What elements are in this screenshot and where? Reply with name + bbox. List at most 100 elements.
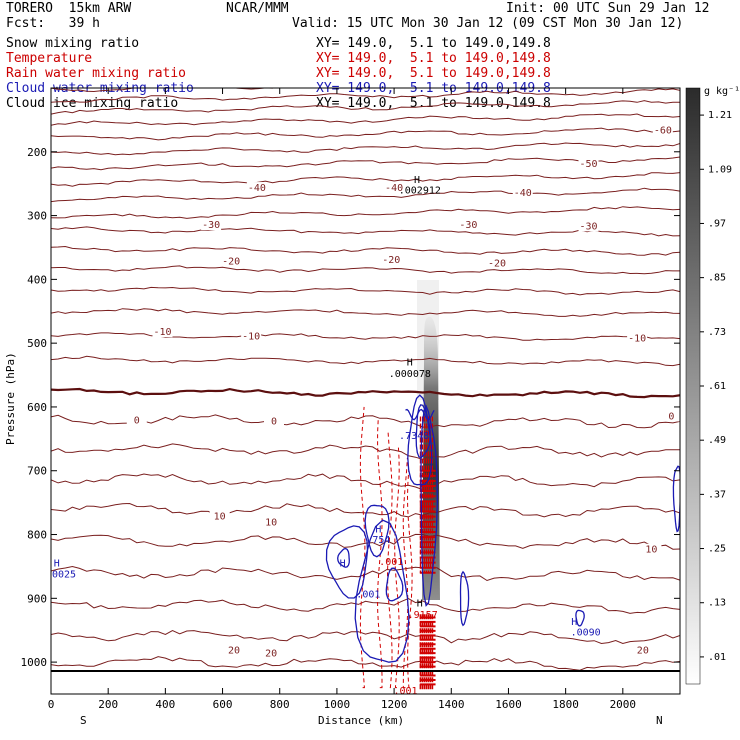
temperature-contours — [51, 88, 680, 671]
temperature-label-bg — [384, 182, 405, 194]
field-annotation: H — [340, 558, 346, 569]
rain-contour — [394, 445, 400, 689]
temperature-label-bg — [458, 219, 479, 231]
init-label: Init: 00 UTC Sun 29 Jan 12 — [506, 1, 710, 16]
field-name-temperature: Temperature — [6, 51, 93, 66]
x-tick-label: 0 — [48, 698, 55, 711]
x-axis-label: Distance (km) — [318, 714, 404, 727]
temperature-label: 10 — [214, 512, 226, 523]
isotherm — [51, 88, 680, 103]
colorbar-label: .25 — [708, 544, 726, 555]
cloud-water-contour — [385, 567, 404, 602]
field-annotation: .001 — [379, 557, 403, 568]
colorbar: g kg⁻¹ .01 .13 .25 .37 .49 .61 .73 .85 .97 1.09 1.… — [685, 86, 740, 685]
temperature-label: -10 — [628, 334, 646, 345]
temperature-label-bg — [632, 644, 653, 656]
endpoint-left: S — [80, 714, 87, 727]
isotherm — [51, 630, 680, 645]
isotherm — [51, 156, 680, 171]
isotherm — [51, 187, 680, 203]
temperature-label: -20 — [488, 258, 506, 269]
temperature-label-bg — [209, 510, 230, 522]
colorbar-label: 1.21 — [708, 110, 732, 121]
field-annotation: H — [375, 525, 381, 536]
temperature-label: -30 — [579, 221, 597, 232]
isotherm — [51, 355, 680, 367]
temperature-label: -50 — [579, 159, 597, 170]
temperature-label: -40 — [514, 188, 532, 199]
rain-contour — [406, 470, 413, 689]
colorbar-label: .61 — [708, 381, 726, 392]
isotherm — [51, 308, 680, 317]
temperature-label: -10 — [242, 332, 260, 343]
isotherm — [51, 265, 680, 275]
field-annotation: H — [414, 175, 420, 186]
field-name-rain: Rain water mixing ratio — [6, 66, 187, 81]
isotherm — [51, 565, 680, 582]
x-tick-label: 800 — [270, 698, 290, 711]
colorbar-gradient — [685, 87, 701, 685]
x-tick-label: 1400 — [438, 698, 465, 711]
temperature-label-bg — [221, 255, 242, 267]
cloud-water-contour — [354, 519, 410, 663]
temperature-label: 20 — [637, 646, 649, 657]
colorbar-label: .49 — [708, 435, 726, 446]
isotherm — [51, 226, 680, 237]
temperature-label-bg — [152, 326, 173, 338]
y-tick-label: 800 — [27, 529, 47, 542]
rain-contour — [376, 419, 383, 689]
field-annotation: .001 — [356, 590, 380, 601]
isotherm — [51, 502, 680, 518]
field-annotation: .001 — [393, 686, 417, 697]
field-annotation: .9157 — [408, 610, 438, 621]
isotherm — [51, 113, 680, 126]
temperature-label-bg — [381, 254, 402, 266]
model-label: TORERO 15km ARW — [6, 1, 132, 16]
isotherm — [51, 332, 680, 341]
temperature-label-bg — [261, 516, 282, 528]
colorbar-label: .97 — [708, 218, 726, 229]
temperature-label-bg — [261, 647, 282, 659]
isotherm — [51, 286, 680, 296]
temperature-label-bg — [126, 414, 147, 426]
field-annotation: H — [54, 558, 60, 569]
field-name-snow: Snow mixing ratio — [6, 36, 140, 51]
colorbar-label: .73 — [708, 327, 726, 338]
x-tick-label: 1000 — [324, 698, 351, 711]
isotherm — [51, 533, 680, 550]
colorbar-label: .13 — [708, 598, 726, 609]
x-tick-label: 400 — [155, 698, 175, 711]
isotherm — [51, 414, 680, 429]
field-xy-rain: XY= 149.0, 5.1 to 149.0,149.8 — [316, 66, 551, 81]
colorbar-label: .01 — [708, 652, 726, 663]
plot-frame — [50, 87, 681, 695]
temperature-label-bg — [201, 219, 222, 231]
isotherm — [51, 88, 276, 93]
rain-contour — [359, 406, 366, 689]
field-annotation: H — [571, 617, 577, 628]
temperature-label-bg — [264, 415, 285, 427]
temperature-label-bg — [652, 124, 673, 136]
y-tick-label: 700 — [27, 465, 47, 478]
field-annotation: .0025 — [46, 569, 76, 580]
field-xy-temperature: XY= 149.0, 5.1 to 149.0,149.8 — [316, 51, 551, 66]
cloud-water-contour — [405, 408, 435, 421]
cloud-water-contour — [337, 547, 350, 568]
x-tick-label: 600 — [213, 698, 233, 711]
isotherm — [51, 443, 680, 460]
y-tick-label: 1000 — [21, 656, 48, 669]
temperature-label: 0 — [668, 411, 674, 422]
field-annotation: .0090 — [571, 627, 601, 638]
colorbar-unit: g kg⁻¹ — [704, 86, 740, 97]
x-tick-label: 200 — [98, 698, 118, 711]
isotherm — [51, 245, 680, 256]
temperature-label-bg — [241, 330, 262, 342]
temperature-label: 10 — [265, 517, 277, 528]
rain-water-contours — [359, 406, 436, 691]
center-label: NCAR/MMM — [226, 1, 289, 16]
isotherm — [51, 206, 680, 219]
temperature-label: 10 — [645, 545, 657, 556]
temperature-label: -40 — [248, 183, 266, 194]
temperature-label: 20 — [228, 646, 240, 657]
